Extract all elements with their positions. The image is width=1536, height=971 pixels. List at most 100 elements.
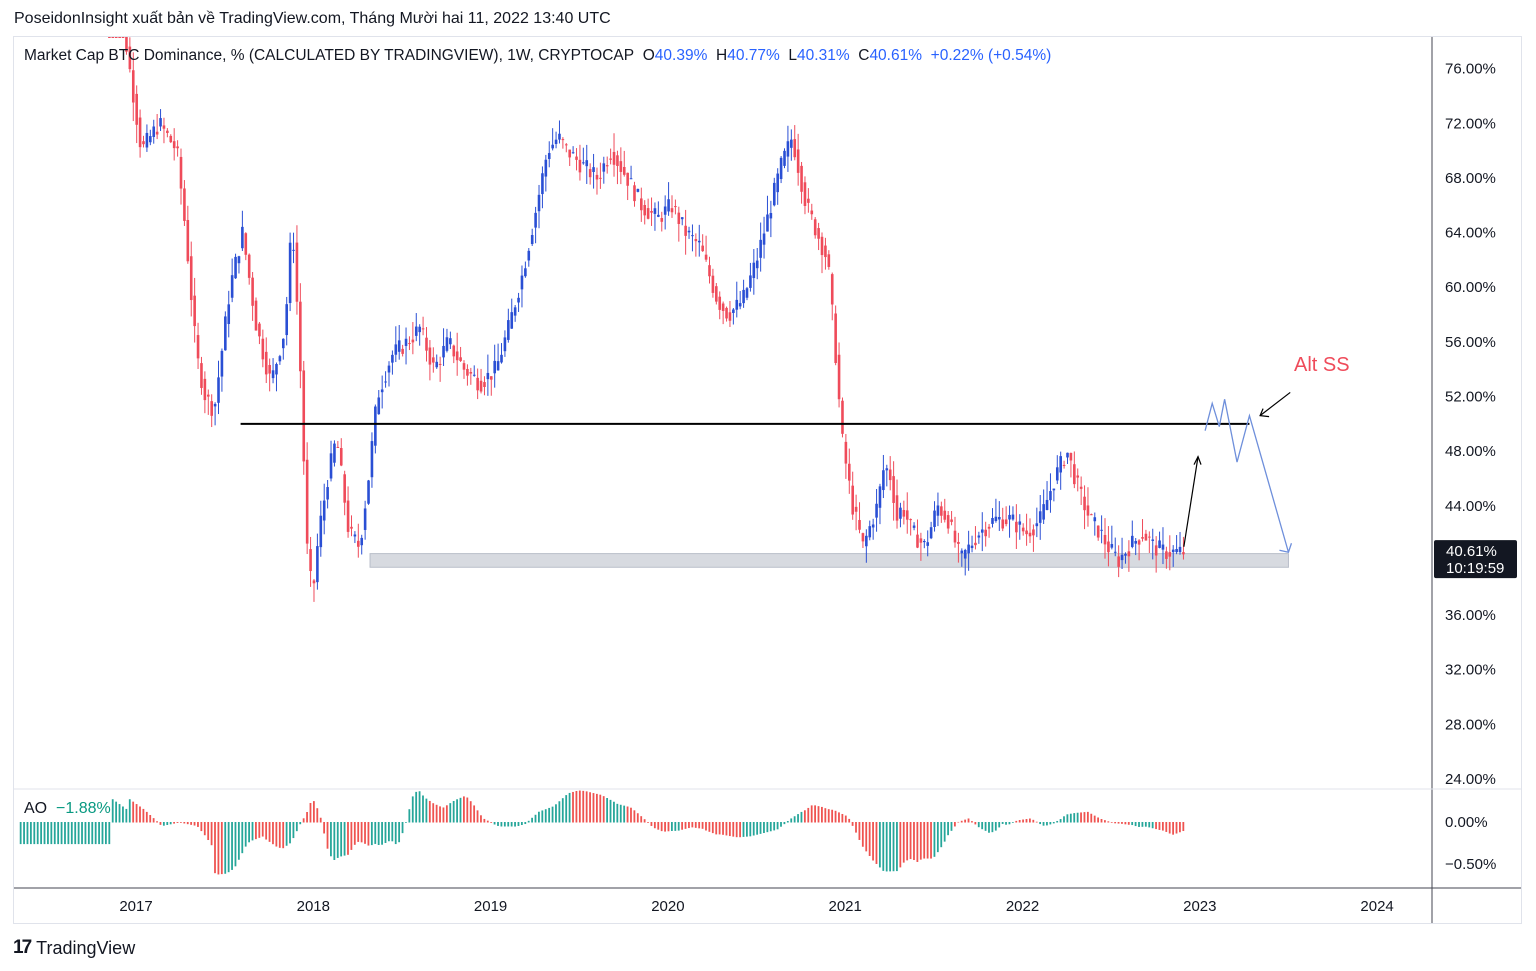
candle-body [152,126,156,137]
ao-bar [122,806,124,823]
candle-body [585,160,589,167]
candle-body [281,338,285,349]
candle-body [888,469,892,481]
candle-body [179,156,183,189]
candle-body [285,304,289,336]
ao-bar [851,822,854,826]
candle-body [851,485,855,515]
candle-body [462,363,466,370]
ao-bar [936,822,939,853]
candle-body [650,211,653,213]
candle-body [830,274,834,305]
candle-body [1035,523,1039,527]
candle-body [834,313,837,364]
candle-body [1103,534,1107,545]
ao-bar [1029,818,1031,823]
ao-bar [575,790,578,823]
candle-body [885,468,889,471]
candle-body [950,519,953,522]
candle-body [186,219,190,262]
ao-bar [258,822,261,838]
candle-body [1001,519,1005,529]
candle-body [1008,514,1011,520]
candle-body [998,517,1001,520]
ao-bar [909,822,912,860]
candle-body [592,167,595,173]
ao-bar [411,796,414,823]
y-tick-label: 60.00% [1445,279,1496,296]
candle-body [564,144,568,146]
ao-bar [640,816,643,823]
ao-bar [180,822,182,823]
ao-bar [493,822,496,825]
ao-bar [101,822,104,845]
candle-body [674,206,677,208]
ao-bar [527,820,530,823]
price-tag-countdown: 10:19:59 [1446,560,1504,577]
ao-bar [752,822,755,836]
candle-body [561,139,565,141]
ao-bar [653,822,656,829]
ao-tick-label: −0.50% [1445,856,1496,873]
candle-body [554,139,558,144]
candle-body [131,70,135,103]
ao-bar [23,822,25,845]
candle-body [742,289,745,304]
candle-body [946,515,950,529]
candle-body [657,214,660,217]
ao-bar [514,822,516,827]
candle-body [909,519,912,521]
candle-body [397,340,401,352]
open-label: O [642,47,655,64]
ao-bar [319,817,322,823]
candle-body [128,46,132,70]
ao-bar [81,822,83,845]
ao-bar [64,822,66,845]
candle-body [507,320,510,340]
ao-bar [568,792,571,823]
ao-bar [43,822,46,845]
ao-bar [40,822,43,845]
ao-bar [190,822,193,825]
ao-bar [428,800,431,823]
ao-bar [316,808,319,823]
candle-body [149,136,152,143]
candle-body [333,443,336,463]
candle-body [854,506,858,512]
ao-bar [930,822,932,859]
ao-bar [60,822,63,845]
ao-bar [773,822,776,831]
candle-body [414,326,418,336]
ao-bar [36,822,39,845]
ao-bar [647,822,649,823]
ao-bar [555,804,557,823]
ao-bar [831,809,834,823]
ao-bar [780,822,782,827]
projection-arrow-head [1279,543,1293,554]
ao-bar [817,806,820,823]
ao-bar [694,822,697,828]
ao-legend: AO −1.88% [24,800,111,818]
candle-body [929,527,933,539]
tradingview-logo[interactable]: 17 TradingView [13,937,135,959]
candle-body [1079,486,1083,489]
candle-body [224,316,227,351]
ao-bar [156,821,158,823]
candle-body [206,394,210,397]
candle-body [936,505,940,516]
candle-body [578,159,582,173]
ao-bar [797,814,799,823]
candle-body [759,239,762,258]
ao-bar [1141,822,1144,827]
ao-bar [159,822,162,825]
ao-bar [166,822,169,825]
candle-body [326,487,329,500]
ao-bar [739,822,741,838]
candle-body [875,503,878,518]
ao-bar [282,822,285,849]
ao-bar [827,809,830,823]
candle-body [1113,551,1117,553]
candle-body [234,256,237,279]
ao-bar [660,822,663,832]
